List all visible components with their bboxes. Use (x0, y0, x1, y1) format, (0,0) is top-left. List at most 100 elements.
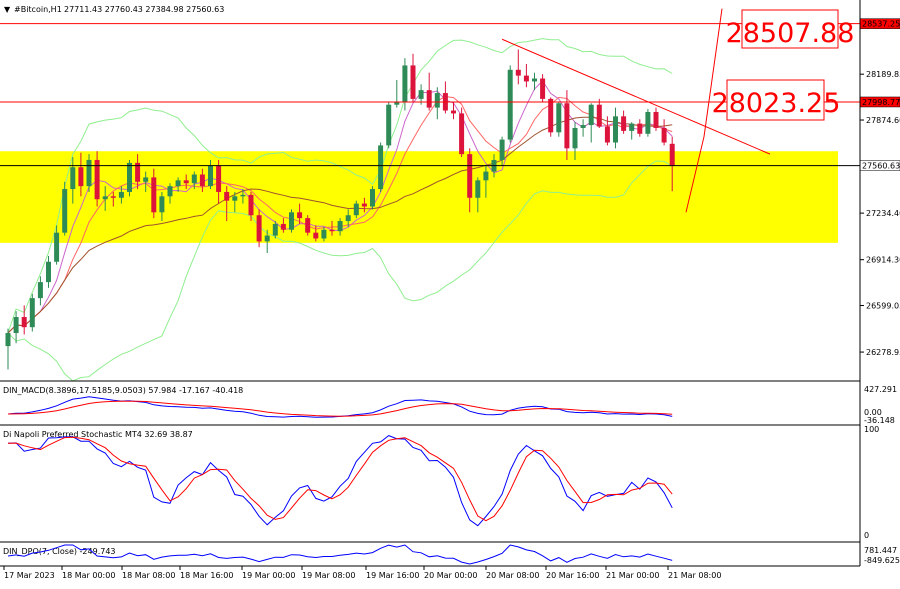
candle (337, 218, 343, 236)
projection-line (685, 8, 723, 213)
time-tick-label: 18 Mar 00:00 (62, 571, 115, 580)
candle (54, 225, 60, 265)
candle (29, 293, 35, 332)
candle-body (532, 78, 537, 82)
candle-body (78, 167, 84, 187)
candle (637, 119, 643, 137)
symbol-arrow-icon[interactable]: ▼ (4, 5, 11, 14)
horizontal-levels (0, 23, 860, 167)
price-tag-text: 28537.25 (862, 20, 900, 29)
candle-body (556, 103, 562, 133)
candle (548, 97, 554, 137)
stochastic-d-line (7, 436, 673, 522)
candle (94, 151, 100, 207)
candle (361, 197, 367, 213)
candle (248, 191, 254, 222)
candle (46, 255, 51, 288)
candle-body (62, 189, 68, 233)
candle (280, 218, 286, 233)
candle-body (588, 104, 594, 126)
annotation-high-box (741, 9, 839, 49)
candle (272, 221, 278, 239)
candle-body (313, 232, 319, 239)
candle (410, 53, 416, 102)
candle (321, 226, 327, 242)
candle-body (475, 180, 481, 198)
dpo-pane: DIN_DPO(7, Close) -249.743 781.447 -849.… (3, 544, 900, 565)
candle-body (289, 212, 294, 230)
macd-lines (7, 396, 673, 418)
candle-body (596, 104, 602, 127)
symbol-title: #Bitcoin,H1 (14, 5, 62, 14)
price-tick-label: 28189.85 (866, 70, 900, 79)
annotation-high-text: 28507.88 (726, 18, 855, 49)
candle (289, 209, 294, 233)
time-tick-label: 18 Mar 16:00 (180, 571, 233, 580)
candle-body (240, 194, 246, 197)
candle-body (548, 98, 554, 133)
candle-body (175, 180, 181, 187)
time-tick-label: 18 Mar 08:00 (122, 571, 175, 580)
ma-slow-line (7, 116, 673, 334)
candle-body (167, 186, 173, 197)
candle (418, 84, 424, 105)
candle (523, 63, 529, 88)
candle-body (94, 159, 100, 200)
candle-body (86, 159, 92, 187)
candle-body (208, 165, 213, 187)
macd-label: DIN_MACD(8.3896,17.5185,9.0503) 57.984 -… (3, 386, 243, 395)
candle-body (118, 191, 124, 198)
candle-body (305, 218, 311, 233)
candle-body (459, 113, 465, 155)
candle-body (345, 215, 351, 222)
candle (669, 136, 675, 192)
candle-body (378, 145, 384, 190)
candle-body (37, 282, 43, 299)
candle-body (507, 69, 513, 140)
support-zone (0, 151, 838, 243)
candle-body (13, 317, 19, 334)
candle-body (499, 139, 505, 160)
candle (378, 142, 384, 192)
candle-body (29, 298, 35, 328)
candle-body (127, 162, 132, 192)
candle-body (199, 174, 205, 187)
candle-body (613, 116, 618, 143)
candle (5, 328, 11, 370)
candle (459, 107, 465, 158)
dpo-label: DIN_DPO(7, Close) -249.743 (3, 547, 116, 556)
macd-scale-zero: 0.00 (864, 408, 882, 417)
annotation-mid-text: 28023.25 (712, 88, 841, 119)
price-axis[interactable]: 28537.25 27998.77 27560.63 28189.85 27874.60… (859, 18, 900, 357)
candle-body (5, 333, 11, 347)
time-axis[interactable]: 17 Mar 2023 18 Mar 00:00 18 Mar 08:00 18 Ma… (3, 566, 721, 580)
candle (110, 191, 116, 207)
candle-body (54, 232, 60, 262)
candle-body (669, 143, 675, 166)
candle (86, 154, 92, 192)
candle (183, 174, 189, 190)
candle-body (46, 261, 51, 283)
candle-body (280, 223, 286, 230)
candle-body (523, 75, 529, 82)
candle-body (191, 174, 197, 184)
candle (613, 107, 618, 149)
candle-body (637, 123, 643, 134)
candle-body (515, 69, 521, 76)
annotation-mid-box (726, 79, 825, 121)
candle-body (272, 223, 278, 236)
candle (483, 165, 489, 198)
candle-body (451, 110, 456, 114)
candle (175, 177, 181, 192)
time-tick-label: 20 Mar 08:00 (486, 571, 539, 580)
stochastic-k-line (7, 435, 673, 527)
candle (370, 186, 375, 210)
candle (208, 159, 213, 190)
candle (191, 171, 197, 190)
candle (167, 183, 173, 204)
candle (394, 79, 400, 108)
ohlc-readout: 27711.43 27760.43 27384.98 27560.63 (64, 5, 224, 14)
candle (297, 203, 303, 224)
candle (515, 49, 521, 85)
